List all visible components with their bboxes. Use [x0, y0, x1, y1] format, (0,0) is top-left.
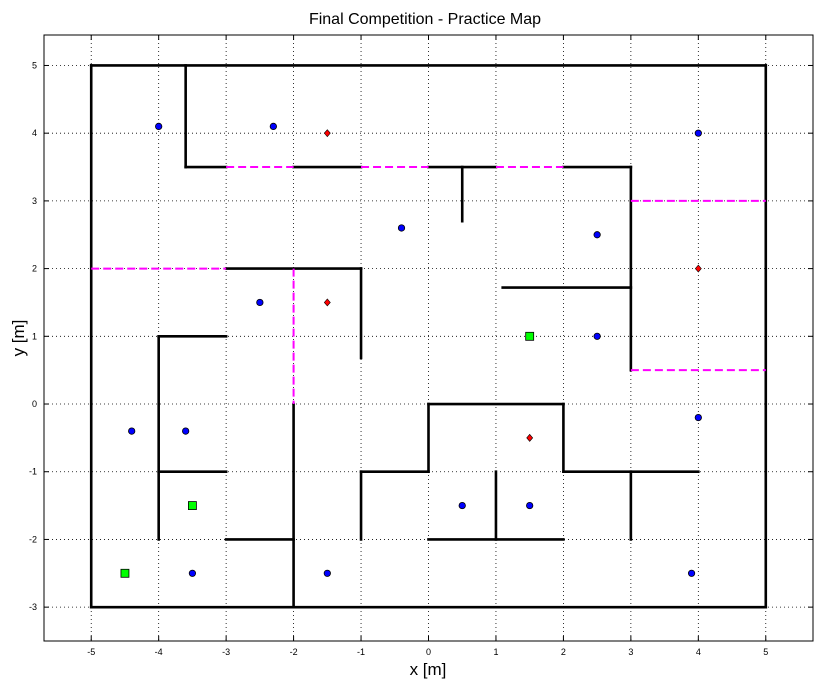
green-square-marker — [525, 331, 535, 341]
blue-circle-marker — [687, 569, 696, 577]
y-tick-label: 2 — [32, 264, 37, 274]
axis-ticks: -5 -4 -3 -2 -1 0 1 2 3 4 5 -3 -2 -1 0 1 2 3 4 5 — [29, 35, 813, 657]
y-tick-label: 5 — [32, 60, 37, 70]
doorways — [91, 166, 766, 405]
x-tick-label: 2 — [561, 647, 566, 657]
blue-circle-marker — [323, 569, 331, 577]
blue-circle-marker — [593, 231, 601, 239]
y-tick-label: 0 — [32, 399, 37, 409]
blue-circle-marker — [188, 569, 197, 577]
blue-circle-marker — [397, 224, 406, 232]
x-axis-label: x [m] — [410, 660, 447, 679]
red-diamond-marker — [694, 264, 702, 273]
red-diamond-marker — [323, 129, 331, 138]
blue-circle-marker — [458, 501, 466, 510]
y-tick-label: 1 — [32, 331, 37, 341]
red-diamond-marker — [526, 433, 534, 442]
blue-circle-marker — [526, 501, 534, 510]
x-tick-label: 5 — [763, 647, 768, 657]
x-tick-label: -4 — [155, 647, 163, 657]
x-tick-label: -2 — [290, 647, 298, 657]
blue-circle-marker — [694, 413, 702, 422]
green-square-marker — [188, 501, 197, 510]
y-axis-label: y [m] — [9, 320, 28, 357]
x-tick-label: -5 — [87, 647, 95, 657]
x-tick-label: 0 — [426, 647, 431, 657]
y-tick-label: 4 — [32, 128, 37, 138]
green-square-marker — [120, 568, 130, 578]
red-diamond-marker — [323, 298, 331, 307]
blue-circle-marker — [694, 129, 702, 137]
blue-circle-marker — [128, 427, 136, 435]
y-tick-label: -1 — [29, 467, 37, 477]
x-tick-label: 3 — [628, 647, 633, 657]
x-tick-label: 4 — [696, 647, 701, 657]
blue-circle-marker — [593, 332, 601, 340]
x-tick-label: -1 — [357, 647, 365, 657]
blue-circle-marker — [269, 122, 277, 131]
y-tick-label: -2 — [29, 534, 37, 544]
blue-circle-marker — [256, 298, 264, 307]
markers — [120, 122, 702, 578]
x-tick-label: 1 — [493, 647, 498, 657]
blue-circle-marker — [155, 122, 163, 131]
y-tick-label: 3 — [32, 196, 37, 206]
x-tick-label: -3 — [222, 647, 230, 657]
blue-circle-marker — [182, 427, 190, 435]
y-tick-label: -3 — [29, 602, 37, 612]
chart-title: Final Competition - Practice Map — [309, 11, 541, 28]
